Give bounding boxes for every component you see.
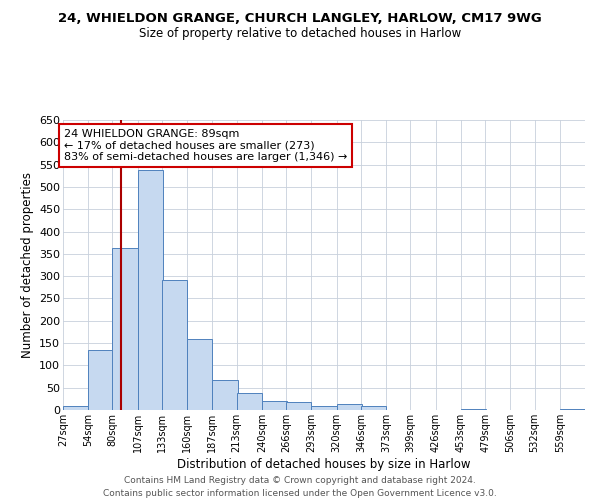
Bar [162, 280, 187, 410]
Bar [461, 408, 486, 410]
Bar [63, 406, 88, 410]
Bar [286, 402, 311, 410]
Bar [212, 380, 238, 410]
X-axis label: Distribution of detached houses by size in Harlow: Distribution of detached houses by size … [177, 458, 471, 470]
Bar [361, 406, 386, 410]
Bar [337, 404, 362, 410]
Bar [236, 393, 262, 410]
Bar [138, 170, 163, 410]
Bar [311, 406, 337, 410]
Bar [262, 401, 287, 410]
Bar [560, 409, 585, 410]
Text: 24, WHIELDON GRANGE, CHURCH LANGLEY, HARLOW, CM17 9WG: 24, WHIELDON GRANGE, CHURCH LANGLEY, HAR… [58, 12, 542, 26]
Text: Contains HM Land Registry data © Crown copyright and database right 2024.
Contai: Contains HM Land Registry data © Crown c… [103, 476, 497, 498]
Text: Size of property relative to detached houses in Harlow: Size of property relative to detached ho… [139, 28, 461, 40]
Bar [88, 350, 113, 410]
Bar [112, 248, 138, 410]
Y-axis label: Number of detached properties: Number of detached properties [20, 172, 34, 358]
Text: 24 WHIELDON GRANGE: 89sqm
← 17% of detached houses are smaller (273)
83% of semi: 24 WHIELDON GRANGE: 89sqm ← 17% of detac… [64, 129, 347, 162]
Bar [187, 338, 212, 410]
